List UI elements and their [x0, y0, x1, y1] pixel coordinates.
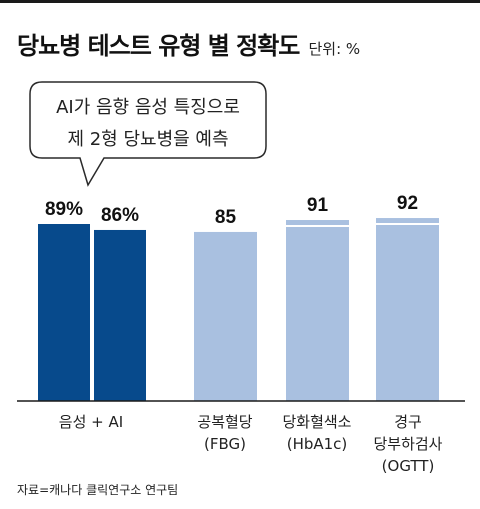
bar-value-label-2: 86% — [101, 205, 139, 226]
callout-line-1: AI가 음향 음성 특징으로 — [56, 97, 240, 118]
top-rule — [0, 0, 480, 3]
bar-value-label-1: 89% — [45, 199, 83, 220]
category-labels: 음성 + AI 공복혈당 (FBG) 당화혈색소 (HbA1c) 경구 당부하검사 (OGTT… — [59, 413, 443, 475]
bar-3 — [194, 231, 257, 401]
bar-value-label-4: 91 — [307, 195, 329, 216]
bar-1 — [38, 224, 90, 401]
bar-value-label-3: 85 — [215, 207, 237, 228]
bar-value-labels: 89% 86% 85 91 92 — [45, 193, 418, 228]
callout-line-2: 제 2형 당뇨병을 예측 — [67, 129, 228, 150]
callout-shape — [29, 81, 267, 187]
chart-title: 당뇨병 테스트 유형 별 정확도 — [17, 32, 300, 60]
bar-5 — [376, 218, 439, 401]
bar-4 — [286, 220, 349, 401]
category-label-2: 공복혈당 (FBG) — [197, 413, 252, 453]
bar-value-label-5: 92 — [397, 193, 418, 214]
category-label-3: 당화혈색소 (HbA1c) — [282, 413, 351, 453]
source-note: 자료=캐나다 클릭연구소 연구팀 — [17, 483, 179, 497]
unit-label: 단위: % — [308, 40, 361, 58]
bars-group — [38, 218, 439, 401]
title-row: 당뇨병 테스트 유형 별 정확도 단위: % — [17, 26, 360, 61]
category-label-1: 음성 + AI — [59, 413, 123, 431]
category-label-4: 경구 당부하검사 (OGTT) — [373, 413, 442, 475]
bar-2 — [94, 229, 146, 401]
